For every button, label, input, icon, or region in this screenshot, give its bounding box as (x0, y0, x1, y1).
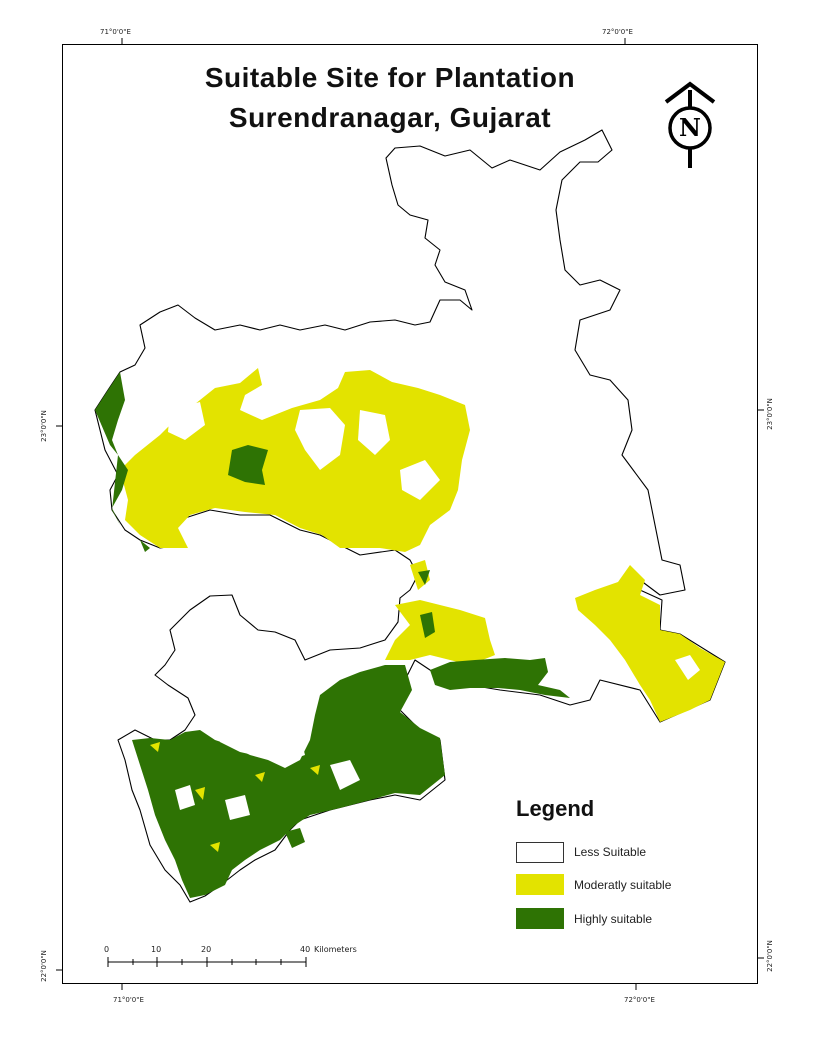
less-suitable-patch (330, 760, 360, 790)
north-label: N (679, 113, 701, 142)
high-zone-northeast-strip (140, 540, 150, 552)
legend-swatch-moderate (516, 874, 564, 895)
less-suitable-patch (175, 785, 195, 810)
legend-swatch-high (516, 908, 564, 929)
high-zone-south (132, 665, 445, 898)
legend-label-high: Highly suitable (574, 912, 653, 926)
moderate-speck (255, 772, 265, 782)
legend-title: Legend (516, 796, 595, 821)
coord-bottom-right: 72°0'0"E (624, 996, 655, 1004)
map-title-line2: Surendranagar, Gujarat (228, 102, 552, 133)
moderate-speck (195, 787, 205, 800)
less-suitable-patch (358, 410, 390, 455)
coord-top-left: 71°0'0"E (100, 28, 131, 36)
moderate-speck (310, 765, 320, 775)
scale-tick-20: 20 (201, 945, 212, 954)
high-zone-center-patch (228, 445, 268, 485)
high-zone-west-edge (112, 455, 128, 525)
less-suitable-patch (168, 402, 205, 440)
map-title-line1: Suitable Site for Plantation (204, 62, 576, 93)
scale-tick-0: 0 (104, 945, 110, 954)
high-zone-islet (285, 828, 305, 848)
less-suitable-patch (295, 408, 345, 470)
scale-tick-40: 40 (300, 945, 311, 954)
less-suitable-patch (675, 655, 700, 680)
less-suitable-patch (215, 715, 305, 762)
scale-unit: Kilometers (314, 945, 357, 954)
high-zone-east-strip (430, 658, 570, 698)
moderate-zone-corridor (385, 600, 495, 665)
coord-bottom-left: 71°0'0"E (113, 996, 144, 1004)
legend-label-less: Less Suitable (574, 845, 647, 859)
legend-swatch-less (516, 842, 564, 863)
map-frame (62, 44, 758, 984)
high-zone-west-edge (95, 372, 125, 455)
moderate-speck (150, 742, 160, 752)
high-zone-corridor-patch (420, 612, 435, 638)
legend-label-moderate: Moderatly suitable (574, 878, 672, 892)
coord-top-right: 72°0'0"E (602, 28, 633, 36)
scale-tick-10: 10 (151, 945, 162, 954)
high-zone-corridor-patch (418, 570, 430, 585)
moderate-zone-northwest (120, 368, 470, 552)
less-suitable-patch (400, 460, 440, 500)
less-suitable-patch (225, 795, 250, 820)
moderate-zone-southeast (575, 565, 725, 722)
north-arrow-icon (664, 81, 716, 168)
moderate-speck (210, 842, 220, 852)
